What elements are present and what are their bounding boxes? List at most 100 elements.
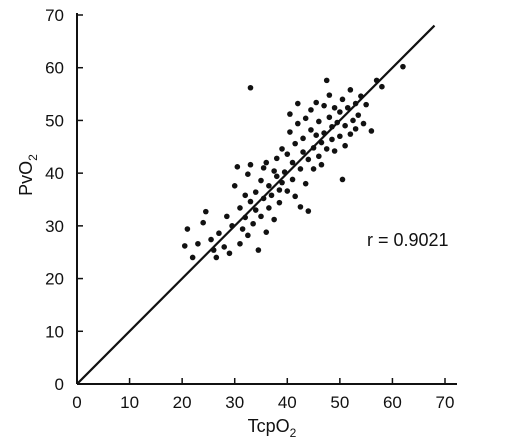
data-point xyxy=(292,140,298,147)
data-point xyxy=(308,127,314,133)
data-point xyxy=(245,171,251,177)
data-point xyxy=(313,132,320,138)
y-tick-label: 30 xyxy=(45,217,64,236)
data-point xyxy=(316,118,322,125)
data-point xyxy=(266,205,272,211)
data-point xyxy=(252,207,259,213)
axes xyxy=(76,13,457,385)
data-point xyxy=(245,232,251,239)
data-point xyxy=(295,100,301,107)
axis-ticks: 0 10 20 30 40 50 60 70 0 10 20 30 40 50 60 70 xyxy=(45,6,454,412)
data-point xyxy=(302,180,309,187)
y-axis-title-subscript: 2 xyxy=(26,154,40,161)
data-point xyxy=(281,169,288,175)
data-point xyxy=(284,151,291,157)
data-point xyxy=(226,250,233,257)
y-tick-label: 60 xyxy=(45,59,64,78)
data-point xyxy=(195,240,201,247)
data-point xyxy=(334,119,341,126)
data-point xyxy=(279,179,285,186)
data-point xyxy=(342,142,348,149)
data-points xyxy=(181,63,406,261)
data-point xyxy=(184,226,191,232)
data-point xyxy=(339,96,346,103)
x-tick-label: 30 xyxy=(225,393,244,412)
data-point xyxy=(221,244,227,250)
data-point xyxy=(308,107,314,113)
data-point xyxy=(239,226,246,232)
data-point xyxy=(295,120,301,127)
data-point xyxy=(260,165,267,171)
x-tick-label: 60 xyxy=(383,393,402,412)
data-point xyxy=(237,205,243,211)
y-tick-label: 0 xyxy=(55,375,64,394)
data-point xyxy=(360,120,367,127)
y-tick-label: 40 xyxy=(45,164,64,183)
regression-line xyxy=(76,24,436,385)
data-point xyxy=(266,182,272,189)
data-point xyxy=(337,133,343,140)
data-point xyxy=(400,63,406,70)
data-point xyxy=(347,131,354,137)
data-point xyxy=(260,195,267,202)
data-point xyxy=(242,214,249,221)
data-point xyxy=(318,139,325,146)
data-point xyxy=(263,229,270,235)
data-point xyxy=(271,168,277,174)
data-point xyxy=(331,104,338,111)
data-point xyxy=(208,236,214,243)
data-point xyxy=(203,208,209,215)
data-point xyxy=(247,161,254,168)
y-axis-title: PvO2 xyxy=(16,154,40,196)
x-axis-title: TcpO2 xyxy=(248,416,297,440)
data-point xyxy=(342,122,348,129)
data-point xyxy=(268,192,275,199)
data-point xyxy=(297,204,304,210)
data-point xyxy=(271,216,277,223)
data-point xyxy=(200,219,206,226)
y-tick-label: 50 xyxy=(45,111,64,130)
correlation-annotation: r = 0.9021 xyxy=(367,230,449,250)
data-point xyxy=(347,87,354,93)
data-point xyxy=(210,247,217,253)
data-point xyxy=(247,84,254,91)
data-point xyxy=(355,112,362,118)
data-point xyxy=(326,92,333,98)
data-point xyxy=(310,166,317,172)
data-point xyxy=(276,199,283,206)
data-point xyxy=(181,243,188,249)
data-point xyxy=(234,164,241,170)
data-point xyxy=(368,128,375,134)
data-point xyxy=(344,104,351,111)
data-point xyxy=(276,187,283,193)
data-point xyxy=(323,146,330,152)
data-point xyxy=(326,114,333,121)
data-point xyxy=(224,213,230,220)
data-point xyxy=(213,254,220,261)
data-point xyxy=(350,117,356,124)
data-point xyxy=(323,77,330,84)
data-point xyxy=(297,166,304,172)
regression-line-group xyxy=(76,24,436,385)
data-point xyxy=(318,161,325,168)
data-point xyxy=(292,193,298,200)
x-axis-title-main: TcpO xyxy=(248,416,290,436)
data-point xyxy=(287,111,293,117)
data-point xyxy=(379,83,385,90)
x-tick-label: 40 xyxy=(278,393,297,412)
data-point xyxy=(316,153,322,160)
y-tick-label: 70 xyxy=(45,6,64,25)
data-point xyxy=(373,77,380,84)
data-point xyxy=(329,136,335,143)
data-point xyxy=(329,123,335,130)
data-point xyxy=(189,254,196,261)
data-point xyxy=(273,173,280,180)
data-point xyxy=(287,129,293,135)
data-point xyxy=(358,93,364,99)
data-point xyxy=(321,130,327,136)
y-tick-label: 20 xyxy=(45,270,64,289)
data-point xyxy=(310,145,317,151)
data-point xyxy=(302,115,309,122)
data-point xyxy=(229,223,235,229)
